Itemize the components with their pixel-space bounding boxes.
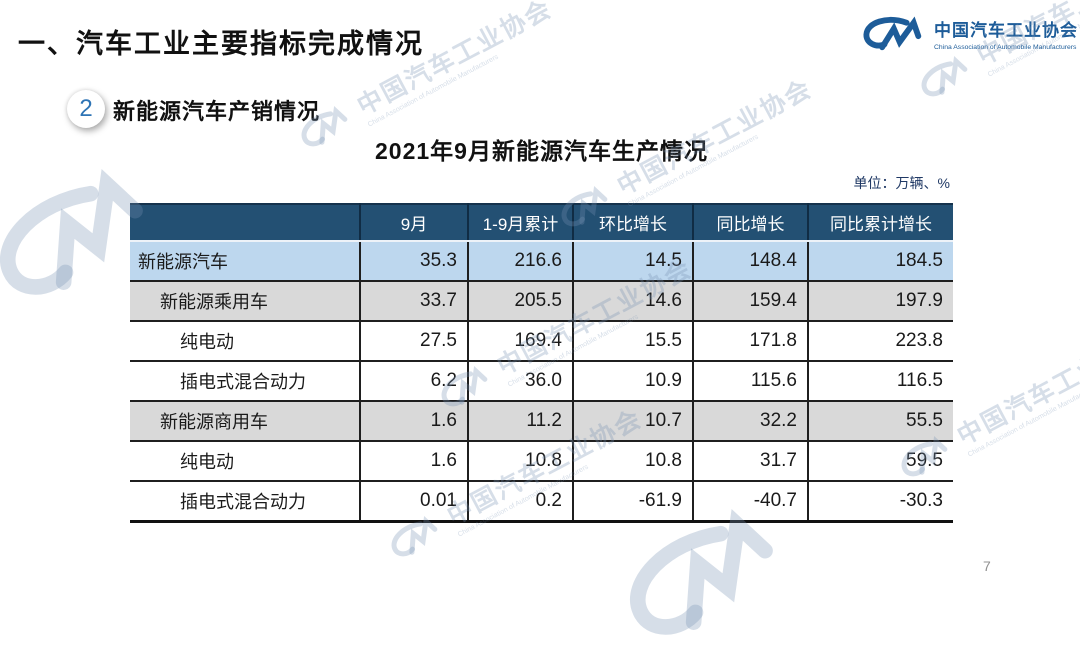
- table-cell: 0.01: [360, 480, 469, 522]
- table-cell: -30.3: [808, 480, 953, 522]
- table-cell: 31.7: [693, 440, 809, 481]
- table-cell: 27.5: [360, 320, 469, 361]
- table-cell: 1.6: [360, 400, 469, 441]
- table-cell: 10.9: [573, 360, 694, 401]
- table-row: 新能源乘用车 33.7 205.5 14.6 159.4 197.9: [130, 280, 953, 321]
- unit-note: 单位：万辆、%: [853, 175, 950, 191]
- logo-name: 中国汽车工业协会: [934, 21, 1078, 40]
- column-header-month: 9月: [360, 204, 469, 242]
- table-cell: 6.2: [360, 360, 469, 401]
- table-row: 插电式混合动力 6.2 36.0 10.9 115.6 116.5: [130, 360, 953, 401]
- table-cell: 14.6: [573, 280, 694, 321]
- column-header-mom: 环比增长: [573, 204, 694, 242]
- table-header-row: 9月 1-9月累计 环比增长 同比增长 同比累计增长: [130, 204, 953, 242]
- row-label: 新能源汽车: [130, 241, 361, 281]
- table-cell: 32.2: [693, 400, 809, 441]
- table-cell: 55.5: [808, 400, 953, 441]
- table-row: 纯电动 27.5 169.4 15.5 171.8 223.8: [130, 320, 953, 361]
- table-cell: 205.5: [468, 280, 574, 321]
- section-title: 新能源汽车产销情况: [113, 99, 321, 124]
- table-cell: 33.7: [360, 280, 469, 321]
- table-cell: 11.2: [468, 400, 574, 441]
- table-cell: 14.5: [573, 241, 694, 281]
- row-label: 新能源商用车: [130, 400, 361, 441]
- table-cell: 36.0: [468, 360, 574, 401]
- table-row: 插电式混合动力 0.01 0.2 -61.9 -40.7 -30.3: [130, 480, 953, 522]
- table-cell: 35.3: [360, 241, 469, 281]
- table-row: 新能源汽车 35.3 216.6 14.5 148.4 184.5: [130, 241, 953, 281]
- logo-subname: China Association of Automobile Manufact…: [934, 44, 1077, 51]
- table-cell: 0.2: [468, 480, 574, 522]
- nev-production-table: 9月 1-9月累计 环比增长 同比增长 同比累计增长 新能源汽车 35.3 21…: [130, 203, 953, 523]
- slide-title: 一、汽车工业主要指标完成情况: [18, 29, 424, 59]
- column-header-yoy: 同比增长: [693, 204, 809, 242]
- table-cell: 216.6: [468, 241, 574, 281]
- row-label: 纯电动: [130, 320, 361, 361]
- row-label: 插电式混合动力: [130, 360, 361, 401]
- table-cell: 115.6: [693, 360, 809, 401]
- section-number-badge: 2: [67, 90, 105, 128]
- caam-logo: 中国汽车工业协会 China Association of Automobile…: [860, 10, 1077, 62]
- column-header-yoy-cum: 同比累计增长: [808, 204, 953, 242]
- table-cell: 148.4: [693, 241, 809, 281]
- table-cell: -61.9: [573, 480, 694, 522]
- table-title: 2021年9月新能源汽车生产情况: [375, 138, 708, 164]
- table-cell: -40.7: [693, 480, 809, 522]
- table-row: 纯电动 1.6 10.8 10.8 31.7 59.5: [130, 440, 953, 481]
- table-cell: 15.5: [573, 320, 694, 361]
- table-cell: 59.5: [808, 440, 953, 481]
- table-cell: 159.4: [693, 280, 809, 321]
- column-header-label: [130, 204, 361, 242]
- table-cell: 10.7: [573, 400, 694, 441]
- row-label: 新能源乘用车: [130, 280, 361, 321]
- table-cell: 184.5: [808, 241, 953, 281]
- table-cell: 10.8: [573, 440, 694, 481]
- row-label: 纯电动: [130, 440, 361, 481]
- table-cell: 1.6: [360, 440, 469, 481]
- table-cell: 223.8: [808, 320, 953, 361]
- table-cell: 197.9: [808, 280, 953, 321]
- caam-cm-logo-icon: [863, 16, 922, 51]
- row-label: 插电式混合动力: [130, 480, 361, 522]
- table-cell: 169.4: [468, 320, 574, 361]
- page-number: 7: [983, 558, 991, 574]
- table-row: 新能源商用车 1.6 11.2 10.7 32.2 55.5: [130, 400, 953, 441]
- table-cell: 116.5: [808, 360, 953, 401]
- table-cell: 10.8: [468, 440, 574, 481]
- column-header-ytd: 1-9月累计: [468, 204, 574, 242]
- table-cell: 171.8: [693, 320, 809, 361]
